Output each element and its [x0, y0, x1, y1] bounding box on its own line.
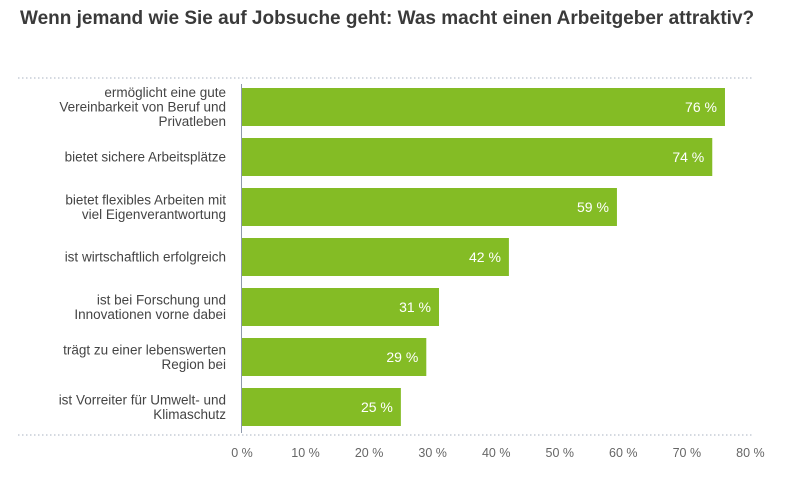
x-tick-label-30: 30 %	[418, 446, 447, 460]
bar-7	[242, 388, 401, 426]
bar-3	[242, 188, 617, 226]
value-label-5: 31 %	[399, 299, 431, 315]
x-tick-label-70: 70 %	[673, 446, 702, 460]
category-label-5-line-2: Innovationen vorne dabei	[74, 307, 226, 322]
category-label-7-line-2: Klimaschutz	[153, 407, 226, 422]
value-label-1: 76 %	[685, 99, 717, 115]
x-tick-label-40: 40 %	[482, 446, 511, 460]
x-tick-label-50: 50 %	[546, 446, 575, 460]
category-label-1-line-3: Privatleben	[158, 114, 226, 129]
category-label-7-line-1: ist Vorreiter für Umwelt- und	[59, 392, 226, 407]
bar-2	[242, 138, 713, 176]
x-tick-label-80: 80 %	[736, 446, 765, 460]
value-label-3: 59 %	[577, 199, 609, 215]
value-label-4: 42 %	[469, 249, 501, 265]
category-label-5: ist bei Forschung und Innovationen vorne …	[74, 292, 226, 322]
category-label-5-line-1: ist bei Forschung und	[97, 292, 226, 307]
bar-5	[242, 288, 440, 326]
category-label-2-line-1: bietet sichere Arbeitsplätze	[65, 150, 226, 165]
category-label-2: bietet sichere Arbeitsplätze	[65, 150, 226, 165]
category-label-4-line-1: ist wirtschaftlich erfolgreich	[65, 250, 226, 265]
x-tick-label-20: 20 %	[355, 446, 384, 460]
x-tick-label-0: 0 %	[231, 446, 253, 460]
x-tick-label-10: 10 %	[291, 446, 320, 460]
chart-title: Wenn jemand wie Sie auf Jobsuche geht: W…	[20, 8, 755, 29]
category-label-6-line-1: trägt zu einer lebenswerten	[63, 342, 226, 357]
bar-6	[242, 338, 427, 376]
category-label-6: trägt zu einer lebenswerten Region bei	[63, 342, 226, 372]
category-label-7: ist Vorreiter für Umwelt- und Klimaschutz	[59, 392, 227, 422]
bar-1	[242, 88, 725, 126]
category-label-6-line-2: Region bei	[161, 357, 226, 372]
category-label-3-line-1: bietet flexibles Arbeiten mit	[65, 192, 226, 207]
category-label-3-line-2: viel Eigenverantwortung	[82, 207, 226, 222]
category-label-1-line-1: ermöglicht eine gute	[104, 85, 226, 100]
value-label-2: 74 %	[672, 149, 704, 165]
category-label-3: bietet flexibles Arbeiten mit viel Eigenv…	[65, 192, 226, 222]
x-tick-label-60: 60 %	[609, 446, 638, 460]
category-label-1-line-2: Vereinbarkeit von Beruf und	[59, 100, 226, 115]
value-label-7: 25 %	[361, 399, 393, 415]
category-label-4: ist wirtschaftlich erfolgreich	[65, 250, 226, 265]
value-label-6: 29 %	[386, 349, 418, 365]
bar-4	[242, 238, 509, 276]
category-label-1: ermöglicht eine gute Vereinbarkeit von Be…	[59, 85, 226, 129]
